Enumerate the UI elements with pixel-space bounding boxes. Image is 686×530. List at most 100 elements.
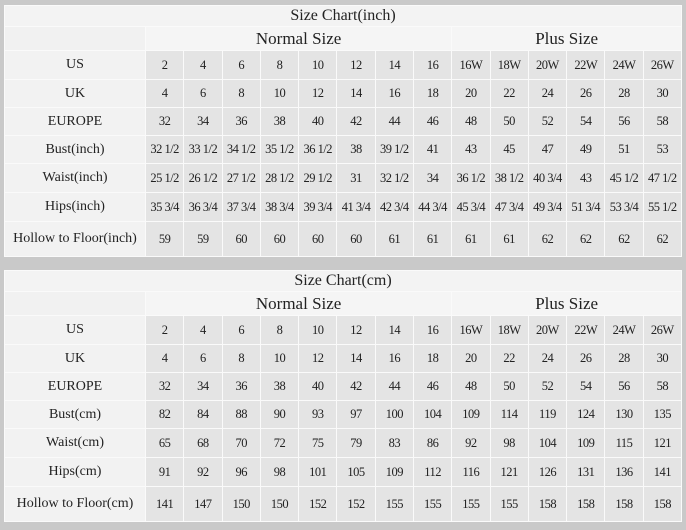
table-cell: 147 bbox=[183, 486, 223, 522]
table-cell: 30 bbox=[642, 79, 683, 108]
table-cell: 47 3/4 bbox=[489, 192, 529, 222]
table-cell: 38 1/2 bbox=[489, 163, 529, 193]
row-label: Hollow to Floor(cm) bbox=[4, 486, 146, 522]
row-label: Hips(cm) bbox=[4, 457, 146, 487]
table-cell: 47 bbox=[527, 135, 568, 164]
table-cell: 31 bbox=[336, 163, 376, 193]
table-cell: 40 bbox=[298, 107, 338, 136]
table-cell: 121 bbox=[642, 428, 683, 458]
table-cell: 41 3/4 bbox=[336, 192, 376, 222]
table-cell: 24 bbox=[527, 344, 568, 373]
table-cell: 26W bbox=[642, 315, 683, 345]
table-cell: 12 bbox=[298, 79, 338, 108]
row-label: Bust(inch) bbox=[4, 135, 146, 164]
table-cell: 52 bbox=[527, 372, 568, 401]
table-cell: 10 bbox=[259, 344, 300, 373]
table-cell: 65 bbox=[144, 428, 185, 458]
table-row: Hips(inch) 35 3/4 36 3/4 37 3/4 38 3/4 39 3/4… bbox=[4, 192, 683, 222]
table-cell: 52 bbox=[527, 107, 568, 136]
table-cell: 42 3/4 bbox=[374, 192, 414, 222]
table-cell: 62 bbox=[527, 221, 568, 257]
table-cell: 2 bbox=[144, 315, 185, 345]
table-cell: 40 bbox=[298, 372, 338, 401]
plus-size-header: Plus Size bbox=[451, 26, 682, 51]
table-cell: 2 bbox=[144, 50, 185, 80]
table-cell: 93 bbox=[298, 400, 338, 429]
table-cell: 24W bbox=[604, 50, 644, 80]
normal-size-header: Normal Size bbox=[144, 26, 453, 51]
table-cell: 14 bbox=[374, 315, 414, 345]
table-row: UK 4 6 8 10 12 14 16 18 20 22 24 26 28 30 bbox=[4, 344, 683, 373]
table-cell: 38 bbox=[259, 107, 300, 136]
plus-size-header: Plus Size bbox=[451, 291, 682, 316]
table-row: Bust(cm) 82 84 88 90 93 97 100 104 109 114 119 124 13… bbox=[4, 400, 683, 429]
table-cell: 4 bbox=[183, 315, 223, 345]
table-cell: 22 bbox=[489, 344, 529, 373]
table-cell: 10 bbox=[298, 315, 338, 345]
table-cell: 38 3/4 bbox=[259, 192, 300, 222]
table-cell: 56 bbox=[604, 372, 644, 401]
table-cell: 101 bbox=[298, 457, 338, 487]
table-cell: 150 bbox=[221, 486, 261, 522]
normal-size-header: Normal Size bbox=[144, 291, 453, 316]
size-chart-inch-table: Size Chart(inch) Normal Size Plus Size US 2 4… bbox=[4, 5, 683, 257]
table-cell: 33 1/2 bbox=[183, 135, 223, 164]
table-cell: 45 bbox=[489, 135, 529, 164]
table-cell: 14 bbox=[336, 344, 376, 373]
table-cell: 136 bbox=[604, 457, 644, 487]
row-label: UK bbox=[4, 79, 146, 108]
table-cell: 44 bbox=[374, 107, 414, 136]
table-cell: 14 bbox=[336, 79, 376, 108]
table-cell: 114 bbox=[489, 400, 529, 429]
table-cell: 152 bbox=[336, 486, 376, 522]
table-cell: 61 bbox=[412, 221, 453, 257]
table-cell: 24 bbox=[527, 79, 568, 108]
table-cell: 86 bbox=[412, 428, 453, 458]
table-cell: 62 bbox=[604, 221, 644, 257]
table-cell: 62 bbox=[566, 221, 606, 257]
table-cell: 131 bbox=[566, 457, 606, 487]
table-cell: 45 1/2 bbox=[604, 163, 644, 193]
table-row: US 2 4 6 8 10 12 14 16 16W 18W 20W 22W 24W 26W bbox=[4, 315, 683, 345]
table-cell: 6 bbox=[221, 50, 261, 80]
table-cell: 12 bbox=[298, 344, 338, 373]
row-label: Bust(cm) bbox=[4, 400, 146, 429]
table-cell: 109 bbox=[451, 400, 491, 429]
table-cell: 38 bbox=[259, 372, 300, 401]
table-cell: 25 1/2 bbox=[144, 163, 185, 193]
table-cell: 51 bbox=[604, 135, 644, 164]
table-row: Hips(cm) 91 92 96 98 101 105 109 112 116 121 126 131… bbox=[4, 457, 683, 487]
table-cell: 98 bbox=[259, 457, 300, 487]
table-cell: 158 bbox=[527, 486, 568, 522]
table-cell: 18W bbox=[489, 315, 529, 345]
table-cell: 98 bbox=[489, 428, 529, 458]
table-cell: 22W bbox=[566, 315, 606, 345]
row-label: Waist(cm) bbox=[4, 428, 146, 458]
table-cell: 68 bbox=[183, 428, 223, 458]
table-cell: 116 bbox=[451, 457, 491, 487]
table-cell: 61 bbox=[489, 221, 529, 257]
table-cell: 45 3/4 bbox=[451, 192, 491, 222]
table-cell: 42 bbox=[336, 372, 376, 401]
table-cell: 60 bbox=[259, 221, 300, 257]
table-row: Waist(inch) 25 1/2 26 1/2 27 1/2 28 1/2 29 1/… bbox=[4, 163, 683, 193]
table-cell: 34 1/2 bbox=[221, 135, 261, 164]
table-cell: 16 bbox=[374, 79, 414, 108]
table-cell: 16 bbox=[412, 50, 453, 80]
table-cell: 61 bbox=[374, 221, 414, 257]
table-cell: 16 bbox=[412, 315, 453, 345]
table-cell: 12 bbox=[336, 50, 376, 80]
table-cell: 28 1/2 bbox=[259, 163, 300, 193]
table-cell: 92 bbox=[451, 428, 491, 458]
table-row: Hollow to Floor(cm) 141 147 150 150 152 152 155… bbox=[4, 486, 683, 522]
table-cell: 29 1/2 bbox=[298, 163, 338, 193]
table-cell: 22 bbox=[489, 79, 529, 108]
table-cell: 30 bbox=[642, 344, 683, 373]
table-cell: 155 bbox=[374, 486, 414, 522]
table-cell: 47 1/2 bbox=[642, 163, 683, 193]
table-row: UK 4 6 8 10 12 14 16 18 20 22 24 26 28 30 bbox=[4, 79, 683, 108]
table-cell: 79 bbox=[336, 428, 376, 458]
table-cell: 46 bbox=[412, 107, 453, 136]
table-cell: 36 bbox=[221, 372, 261, 401]
table-cell: 18 bbox=[412, 344, 453, 373]
